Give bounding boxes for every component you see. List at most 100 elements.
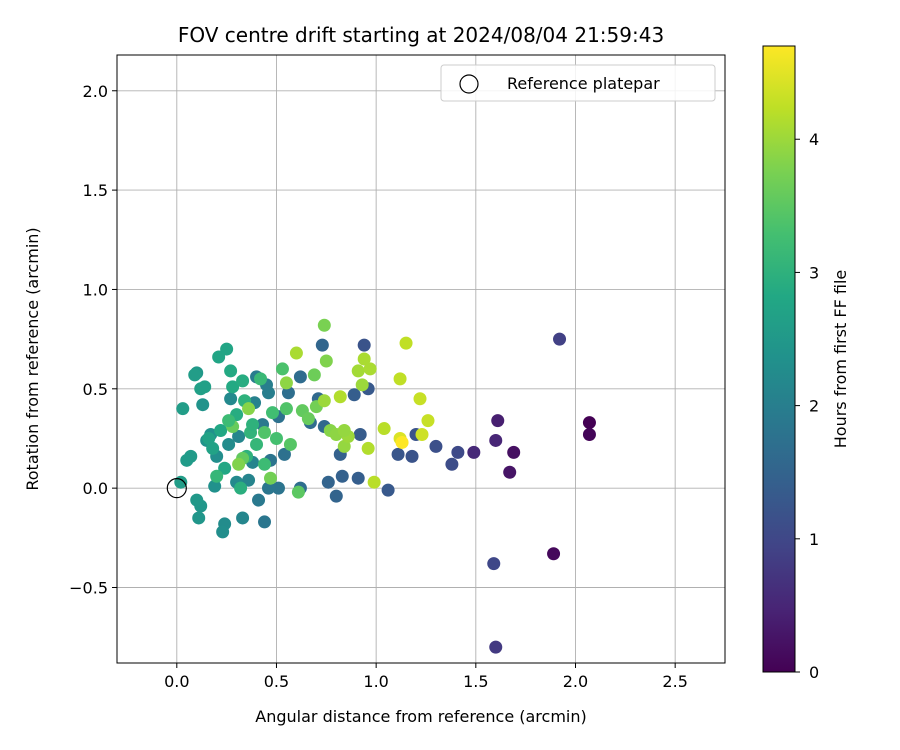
legend-label: Reference platepar [507,74,660,93]
scatter-point [503,465,517,479]
scatter-point [377,422,391,436]
scatter-point [222,414,236,428]
scatter-point [258,515,272,529]
scatter-point [283,437,297,451]
scatter-point [198,380,212,394]
scatter-point [363,362,377,376]
scatter-point [202,431,216,445]
scatter-point [399,336,413,350]
scatter-point [329,489,343,503]
scatter-point [250,437,264,451]
scatter-point [381,483,395,497]
scatter-point [236,511,250,525]
scatter-point [445,457,459,471]
scatter-point [226,380,240,394]
grid [117,55,725,663]
scatter-point [429,439,443,453]
scatter-point [236,374,250,388]
scatter-point [487,557,501,571]
scatter-point [337,439,351,453]
scatter-point [582,428,596,442]
scatter-point [232,429,246,443]
scatter-point [307,368,321,382]
scatter-point [232,457,246,471]
scatter-point [279,376,293,390]
scatter-point [395,435,409,449]
scatter-point [252,493,266,507]
scatter-point [258,426,272,440]
scatter-point [582,416,596,430]
scatter-point [367,475,381,489]
scatter-point [357,352,371,366]
scatter-point [224,392,238,406]
y-tick-label: 0.0 [83,479,108,498]
x-tick-label: 1.5 [463,672,488,691]
scatter-point [553,332,567,346]
scatter-point [547,547,561,561]
scatter-point [489,640,503,654]
scatter-point [269,431,283,445]
scatter-point [190,493,204,507]
scatter-point [467,445,481,459]
scatter-point [361,441,375,455]
scatter-point [277,447,291,461]
scatter-point [489,433,503,447]
reference-point [166,478,187,499]
scatter-point [317,394,331,408]
scatter-point [242,473,256,487]
scatter-point [347,388,361,402]
scatter-point [192,511,206,525]
scatter-point [188,368,202,382]
scatter-point [357,338,371,352]
scatter-point [333,390,347,404]
scatter-point [210,469,224,483]
legend: Reference platepar [440,64,716,102]
x-tick-label: 1.0 [363,672,388,691]
colorbar-label: Hours from first FF file [831,270,850,449]
plot-frame [116,54,726,664]
scatter-point [293,370,307,384]
y-tick-label: 1.0 [83,280,108,299]
scatter-point [405,449,419,463]
legend-box [440,64,716,102]
scatter-point [174,475,188,489]
scatter-point [271,481,285,495]
scatter-point [263,471,277,485]
scatter-point [212,350,226,364]
colorbar-tick-label: 0 [809,663,819,682]
scatter-points [174,318,596,654]
scatter-point [289,346,303,360]
y-tick-label: 2.0 [83,82,108,101]
scatter-point [355,378,369,392]
scatter-point [337,424,351,438]
scatter-point [319,354,333,368]
x-tick-label: 0.0 [164,672,189,691]
scatter-point [421,414,435,428]
scatter-point [317,318,331,332]
scatter-point [351,471,365,485]
colorbar-gradient [762,45,796,673]
scatter-point [353,428,367,442]
scatter-point [208,479,222,493]
scatter-point [315,338,329,352]
scatter-point [262,481,276,495]
scatter-point [246,418,260,432]
y-tick-label: −0.5 [69,578,108,597]
x-ticks: 0.0 0.5 1.0 1.5 2.0 2.5 [164,663,688,691]
scatter-point [242,402,256,416]
scatter-point [222,437,236,451]
colorbar: 0 1 2 3 4 Hours from first FF file [762,45,850,682]
scatter-point [206,441,220,455]
colorbar-tick-label: 4 [809,130,819,149]
x-tick-label: 2.5 [662,672,687,691]
reference-marker [166,478,187,499]
colorbar-ticks: 0 1 2 3 4 [795,130,819,682]
colorbar-tick-label: 3 [809,263,819,282]
scatter-point [176,402,190,416]
scatter-point [281,386,295,400]
scatter-point [254,372,268,386]
scatter-point [234,481,248,495]
scatter-point [393,372,407,386]
scatter-point [275,362,289,376]
